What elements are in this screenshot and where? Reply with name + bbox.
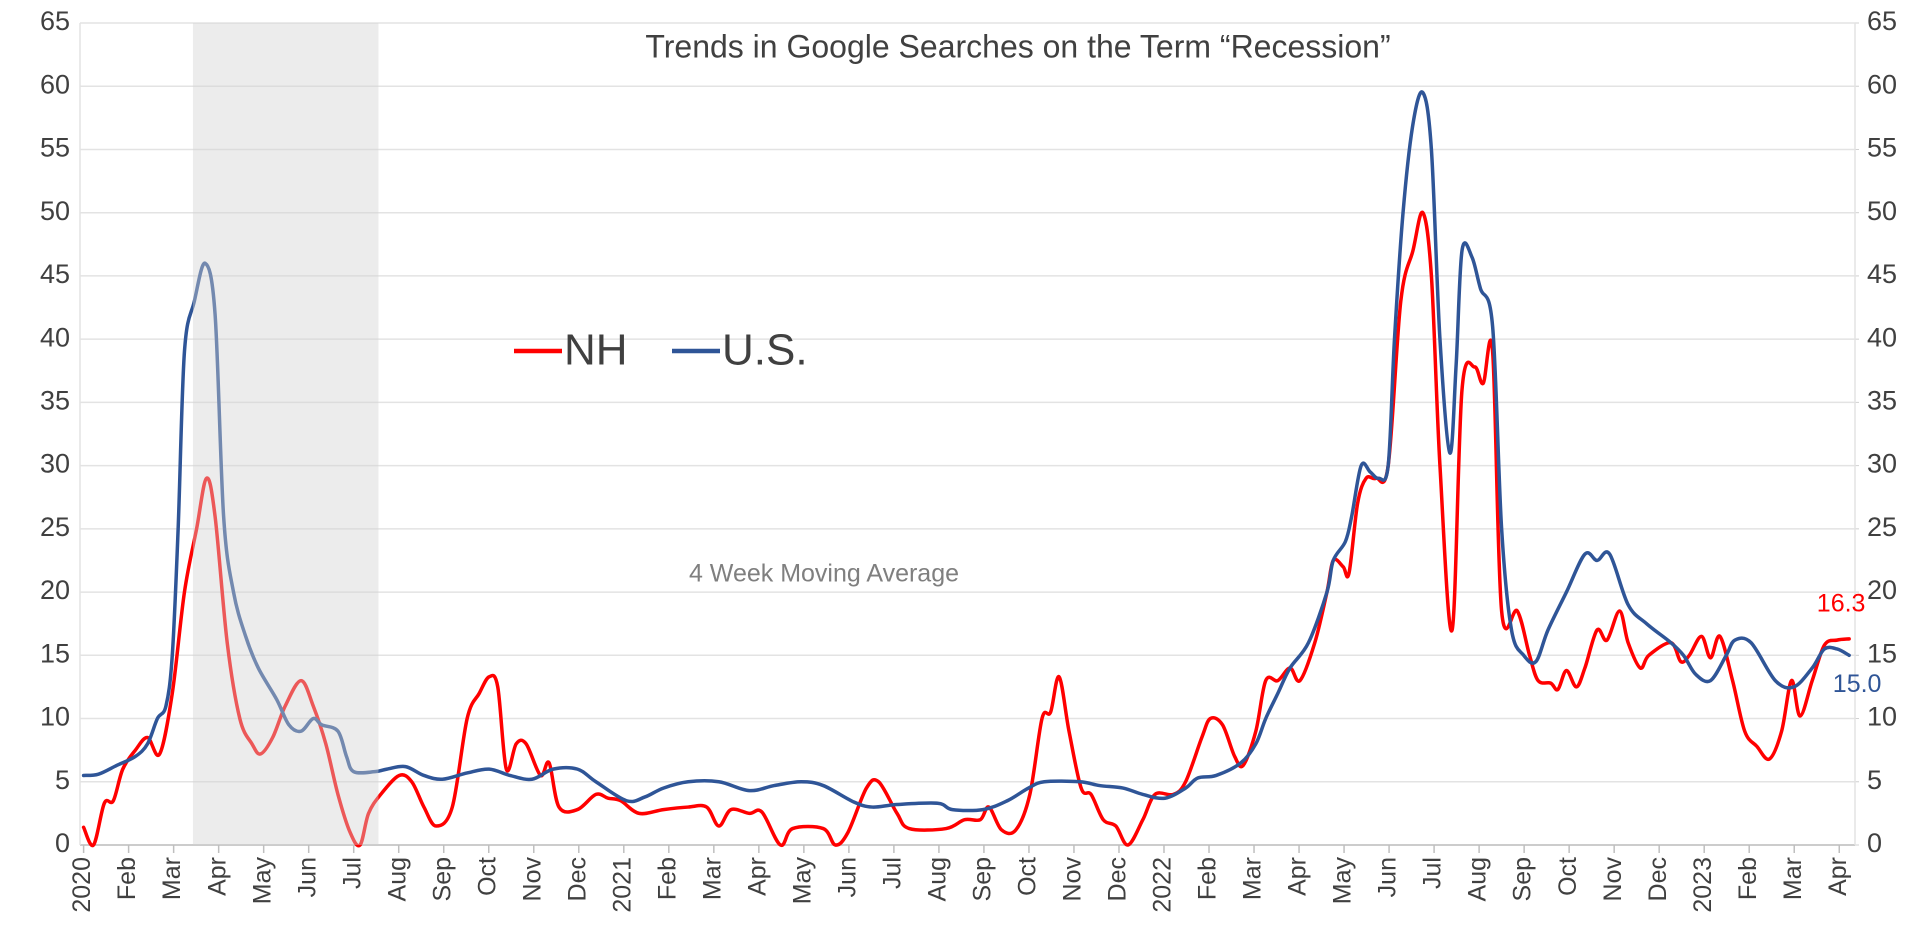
x-tick-label: Feb — [1194, 857, 1222, 900]
y2-tick-label: 0 — [1867, 828, 1882, 858]
y-tick-label: 60 — [40, 69, 70, 99]
x-tick-label: Feb — [1734, 857, 1762, 900]
x-tick-label: Mar — [698, 857, 726, 900]
x-tick-label: Sep — [1509, 857, 1537, 901]
value-label: 16.3 — [1817, 589, 1866, 617]
x-tick-label: Mar — [158, 857, 186, 900]
x-tick-label: May — [1329, 857, 1357, 905]
x-tick-label: Jul — [1419, 857, 1447, 889]
x-tick-label: Oct — [1014, 857, 1042, 896]
x-tick-label: Apr — [203, 857, 231, 896]
y-tick-label: 15 — [40, 638, 70, 668]
y-tick-label: 0 — [55, 828, 70, 858]
x-tick-label: Sep — [428, 857, 456, 901]
x-tick-label: Jul — [879, 857, 907, 889]
shaded-period — [192, 23, 379, 845]
series-line — [81, 90, 1851, 813]
x-tick-label: Jun — [833, 857, 861, 897]
value-label: 15.0 — [1833, 670, 1882, 698]
legend-label: NH — [564, 326, 628, 375]
y2-tick-label: 55 — [1867, 133, 1897, 163]
x-tick-label: 2020 — [68, 857, 96, 913]
x-tick-label: Oct — [1554, 857, 1582, 896]
y-tick-label: 20 — [40, 575, 70, 605]
y-tick-label: 25 — [40, 512, 70, 542]
y2-tick-label: 65 — [1867, 6, 1897, 36]
x-tick-label: May — [788, 857, 816, 905]
y2-tick-label: 35 — [1867, 386, 1897, 416]
x-tick-label: Aug — [1464, 857, 1492, 901]
x-tick-label: 2022 — [1149, 857, 1177, 913]
x-tick-label: Apr — [1284, 857, 1312, 896]
x-tick-label: Aug — [383, 857, 411, 901]
x-tick-label: Oct — [473, 857, 501, 896]
y-tick-label: 10 — [40, 702, 70, 732]
x-tick-label: Dec — [1644, 857, 1672, 901]
y2-tick-label: 50 — [1867, 196, 1897, 226]
legend-label: U.S. — [722, 326, 808, 375]
y2-tick-label: 20 — [1867, 575, 1897, 605]
y-tick-label: 35 — [40, 386, 70, 416]
series-line — [81, 210, 1851, 848]
x-tick-label: Dec — [563, 857, 591, 901]
x-tick-label: Jun — [1374, 857, 1402, 897]
y2-tick-label: 25 — [1867, 512, 1897, 542]
x-tick-label: Apr — [743, 857, 771, 896]
y2-tick-label: 45 — [1867, 259, 1897, 289]
x-tick-label: Feb — [653, 857, 681, 900]
x-tick-label: 2021 — [608, 857, 636, 913]
x-tick-label: Apr — [1824, 857, 1852, 896]
x-tick-label: Aug — [924, 857, 952, 901]
x-tick-label: Mar — [1239, 857, 1267, 900]
y-tick-label: 50 — [40, 196, 70, 226]
chart-title: Trends in Google Searches on the Term “R… — [645, 28, 1390, 64]
x-tick-label: Nov — [1599, 857, 1627, 902]
x-tick-label: Sep — [969, 857, 997, 901]
x-tick-label: Jul — [338, 857, 366, 889]
y-tick-label: 55 — [40, 133, 70, 163]
y2-tick-label: 5 — [1867, 765, 1882, 795]
x-tick-label: Mar — [1779, 857, 1807, 900]
x-tick-label: May — [248, 857, 276, 905]
x-tick-label: Dec — [1104, 857, 1132, 901]
y2-tick-label: 30 — [1867, 449, 1897, 479]
y-tick-label: 5 — [55, 765, 70, 795]
x-tick-label: Nov — [1059, 857, 1087, 902]
x-tick-label: Jun — [293, 857, 321, 897]
y2-tick-label: 60 — [1867, 69, 1897, 99]
y2-tick-label: 10 — [1867, 702, 1897, 732]
y-tick-label: 45 — [40, 259, 70, 289]
x-tick-label: 2023 — [1689, 857, 1717, 913]
y-tick-label: 40 — [40, 322, 70, 352]
y2-tick-label: 15 — [1867, 638, 1897, 668]
x-tick-label: Nov — [518, 857, 546, 902]
y2-tick-label: 40 — [1867, 322, 1897, 352]
annotation: 4 Week Moving Average — [689, 560, 959, 588]
y-tick-label: 30 — [40, 449, 70, 479]
x-tick-label: Feb — [113, 857, 141, 900]
y-tick-label: 65 — [40, 6, 70, 36]
